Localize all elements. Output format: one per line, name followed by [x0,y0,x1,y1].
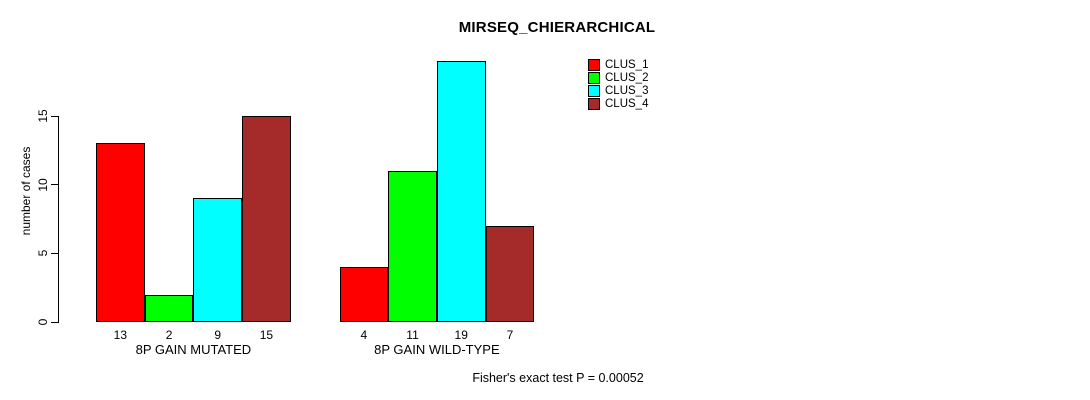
bar-clus_1 [96,143,145,322]
y-tick [51,252,58,254]
legend-row: CLUS_2 [588,72,649,84]
legend-label: CLUS_3 [605,85,649,97]
bar-count-label: 11 [406,328,419,342]
y-tick [51,115,58,117]
y-axis-line [58,116,59,323]
legend-swatch-icon [588,98,600,110]
bar-clus_4 [242,116,291,322]
y-tick-label: 5 [36,249,50,257]
legend-row: CLUS_1 [588,59,649,71]
legend-swatch-icon [588,72,600,84]
y-tick-label: 10 [36,177,50,192]
legend-swatch-icon [588,85,600,97]
bar-clus_3 [193,198,243,322]
bar-count-label: 19 [454,328,468,342]
bar-clus_4 [485,225,535,322]
bar-count-label: 4 [360,328,368,342]
legend-label: CLUS_2 [605,72,649,84]
legend-swatch-icon [588,59,600,71]
bar-count-label: 15 [259,328,274,342]
annotation-text: Fisher's exact test P = 0.00052 [472,371,644,385]
legend-label: CLUS_4 [605,98,649,110]
bar-count-label: 2 [165,328,173,342]
legend-label: CLUS_1 [605,59,649,71]
bar-clus_2 [388,170,437,322]
legend-row: CLUS_3 [588,85,649,97]
bar-count-label: 13 [113,328,128,342]
y-axis-label: number of cases [19,146,33,236]
chart-title: MIRSEQ_CHIERARCHICAL [458,19,656,36]
bar-count-label: 7 [506,328,514,342]
legend-row: CLUS_4 [588,98,649,110]
bar-clus_2 [144,294,194,322]
bar-count-label: 9 [214,328,222,342]
group-label: 8P GAIN MUTATED [135,342,252,357]
y-tick [51,184,58,186]
y-tick-label: 15 [36,109,50,123]
group-label: 8P GAIN WILD-TYPE [374,342,500,357]
bar-clus_1 [339,267,389,322]
y-tick [51,321,58,323]
legend: CLUS_1 CLUS_2 CLUS_3 CLUS_4 [588,59,649,112]
y-tick-label: 0 [36,318,50,326]
bar-clus_3 [436,61,486,322]
